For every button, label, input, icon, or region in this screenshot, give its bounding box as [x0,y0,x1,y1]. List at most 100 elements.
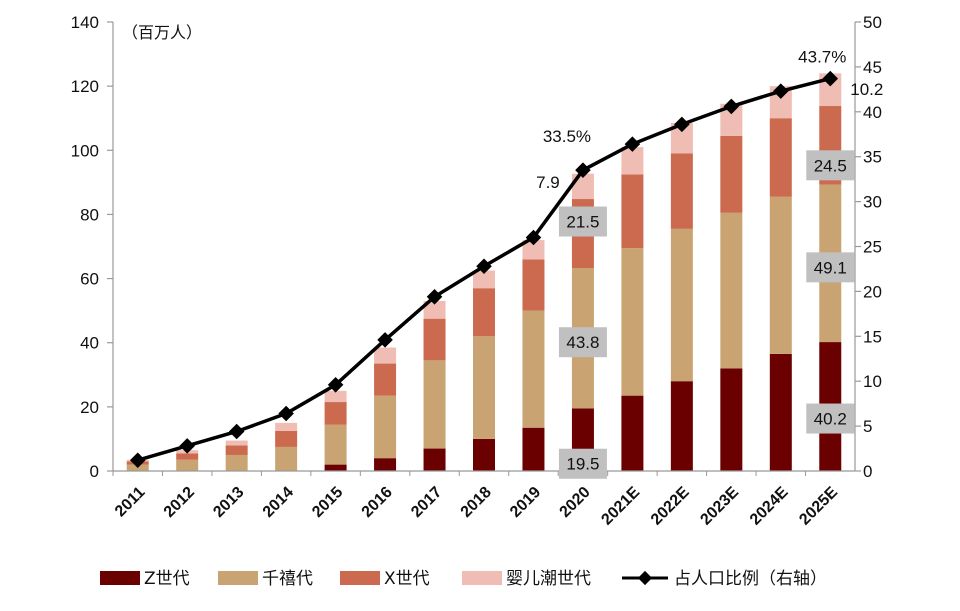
bar-segment [522,259,545,311]
bar-segment [275,422,298,431]
boomer-label-2025: 10.2 [850,80,883,99]
x-tick-label: 2023E [697,484,742,529]
x-tick-label: 2016 [359,484,396,521]
pct-label-2020: 33.5% [543,127,591,146]
millennial-label-2020: 43.8 [566,333,599,352]
x-tick-label: 2020 [557,484,594,521]
x-tick-label: 2019 [507,484,544,521]
legend-label: 占人口比例（右轴） [674,569,827,589]
right-tick-label: 40 [863,103,882,122]
x-tick-label: 2021E [598,484,643,529]
right-tick-label: 20 [863,282,882,301]
legend-label: X世代 [384,569,430,589]
boomer-label-2020: 7.9 [536,173,560,192]
bar-segment [176,459,199,471]
bar-segment [522,427,545,471]
bar-segment [769,353,792,471]
legend-swatch [100,571,140,585]
left-y-axis: 0 20 40 60 80 100 120 140 [71,13,114,481]
right-tick-label: 0 [863,462,872,481]
bar-segment [720,368,743,471]
bar-segment [423,360,446,449]
stacked-bars [126,73,842,471]
x-tick-label: 2022E [648,484,693,529]
bar-segment [670,153,693,229]
bar-segment [720,103,743,136]
pct-label-2025: 43.7% [798,48,846,67]
bar-segment [769,118,792,197]
right-tick-label: 15 [863,327,882,346]
left-tick-label: 0 [90,462,99,481]
bar-segment [374,347,397,364]
x-label-2020: 21.5 [566,213,599,232]
share-marker [129,452,146,469]
share-marker [575,162,591,178]
legend-line-marker [637,570,653,586]
millennial-label-2025: 49.1 [814,258,847,277]
right-tick-label: 35 [863,148,882,167]
x-tick-label: 2024E [747,484,792,529]
share-marker [228,423,245,440]
z-label-2020: 19.5 [566,455,599,474]
bar-segment [621,147,644,175]
bar-segment [225,440,248,446]
right-tick-label: 30 [863,193,882,212]
bar-segment [522,310,545,428]
millennial-label-2020-box [558,327,607,358]
x-label-2020-box [558,206,607,237]
z-label-2025: 40.2 [814,410,847,429]
share-marker [278,405,294,422]
bar-segment [324,424,347,465]
bar-segment [374,363,397,396]
bar-segment [670,228,693,382]
unit-label: （百万人） [122,23,202,42]
bar-segment [720,212,743,369]
bar-segment [324,390,347,403]
share-marker [624,136,641,152]
legend-swatch [462,571,502,585]
bar-segment [720,135,743,213]
bar-segment [324,464,347,471]
right-tick-label: 25 [863,238,882,257]
millennial-label-2025-box [806,252,855,283]
bar-segment [275,446,298,471]
x-tick-label: 2017 [408,484,445,521]
x-tick-label: 2025E [796,484,841,529]
x-tick-label: 2018 [458,484,495,521]
bar-segment [423,301,446,319]
bar-segment [621,174,644,249]
annotations: 33.5% 43.7% 7.9 10.2 19.5 43.8 21.5 40.2 49.1 24.… [536,48,883,479]
right-tick-label: 10 [863,372,882,391]
bar-segment [473,270,495,289]
legend: Z世代 千禧代 X世代 婴儿潮世代 占人口比例（右轴） [100,569,827,589]
bar-segment [423,318,446,361]
x-tick-label: 2012 [161,484,198,521]
bar-segment [473,438,495,471]
bar-segment [621,395,644,471]
right-tick-label: 5 [863,417,872,436]
left-tick-label: 120 [71,77,99,96]
z-label-2025-box [806,403,855,434]
left-tick-label: 20 [80,398,99,417]
x-label-2025: 24.5 [814,156,847,175]
bar-segment [473,336,495,439]
left-tick-label: 40 [80,334,99,353]
legend-swatch [218,571,258,585]
left-tick-label: 80 [80,205,99,224]
right-tick-label: 45 [863,58,882,77]
left-tick-label: 60 [80,270,99,289]
share-marker [179,438,195,454]
x-tick-label: 2011 [112,484,149,521]
bar-segment [225,445,248,455]
share-marker [525,229,542,246]
bar-segment [473,288,495,337]
bar-segment [324,402,347,425]
x-tick-label: 2014 [260,484,297,521]
legend-label: 千禧代 [262,569,313,589]
bar-segment [374,458,397,471]
z-label-2020-box [558,448,607,479]
legend-swatch [340,571,380,585]
bar-segment [670,381,693,471]
bar-segment [670,123,693,154]
